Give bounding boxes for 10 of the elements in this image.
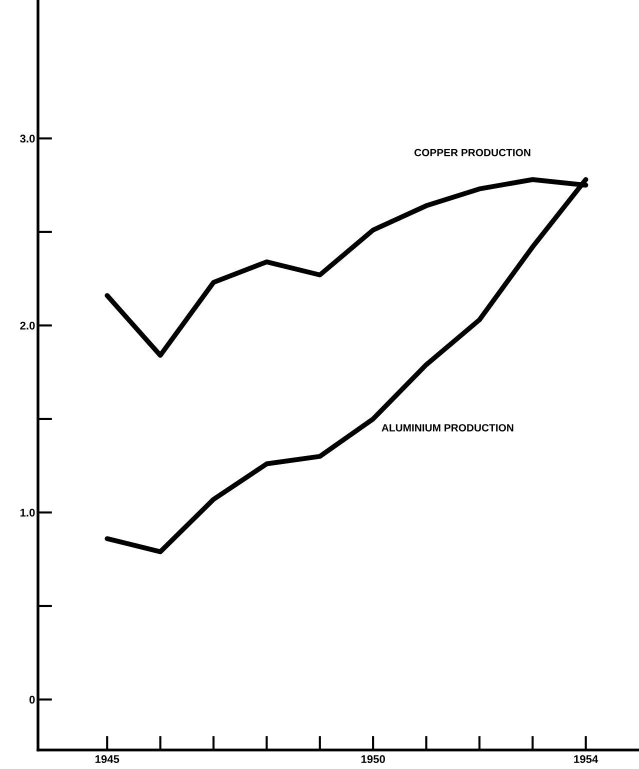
series-label: ALUMINIUM PRODUCTION (382, 424, 514, 432)
x-tick-label: 1945 (95, 755, 120, 764)
y-tick-label: 2.0 (20, 322, 35, 330)
y-tick-label: 1.0 (20, 508, 35, 517)
x-tick-label: 1950 (361, 755, 385, 764)
y-tick-label: 0 (29, 696, 35, 704)
x-tick-label: 1954 (574, 755, 598, 764)
y-tick-label: 3.0 (20, 134, 35, 143)
line-series (104, 177, 588, 554)
text: COPPER PRODUCTION (414, 148, 530, 156)
